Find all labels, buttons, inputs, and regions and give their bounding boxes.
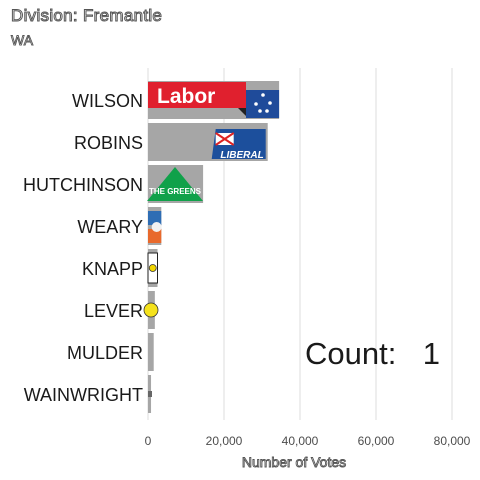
party-logo-other-blue-orange [148, 211, 162, 243]
star-icon [254, 102, 258, 106]
party-logo-labor: Labor [148, 82, 280, 118]
category-label: HUTCHINSON [23, 175, 143, 195]
category-label: ROBINS [74, 133, 143, 153]
category-label: LEVER [84, 301, 143, 321]
star-icon [261, 93, 265, 97]
party-logo-other-yellow-circle [143, 302, 159, 318]
party-logo-other-yellow [147, 252, 158, 284]
x-tick-label: 60,000 [358, 434, 395, 448]
logo-text: LIBERAL [220, 150, 263, 161]
star-icon [265, 109, 269, 113]
chart-subtitle: WA [11, 32, 34, 49]
x-tick-label: 0 [145, 434, 152, 448]
x-axis-label: Number of Votes [242, 454, 346, 470]
logo-text: Labor [157, 85, 215, 108]
category-label: WAINWRIGHT [24, 385, 143, 405]
count-value: 1 [423, 336, 440, 371]
chart-title: Division: Fremantle [10, 6, 163, 26]
x-tick-label: 40,000 [282, 434, 319, 448]
count-label: Count: [305, 336, 396, 371]
title-block: Division: Fremantle WA [10, 6, 163, 49]
party-logo-other-small [148, 391, 152, 397]
category-label: KNAPP [82, 259, 143, 279]
star-icon [268, 101, 272, 105]
x-tick-label: 20,000 [206, 434, 243, 448]
logo-text: THE GREENS [149, 187, 202, 196]
party-logo-liberal: LIBERAL [211, 129, 266, 161]
party-logo-the-greens: THE GREENS [147, 167, 203, 201]
x-tick-label: 80,000 [434, 434, 471, 448]
star-icon [258, 109, 262, 113]
category-label: WEARY [77, 217, 143, 237]
category-label: MULDER [67, 343, 143, 363]
bar-mulder [148, 333, 154, 371]
category-label: WILSON [72, 91, 143, 111]
